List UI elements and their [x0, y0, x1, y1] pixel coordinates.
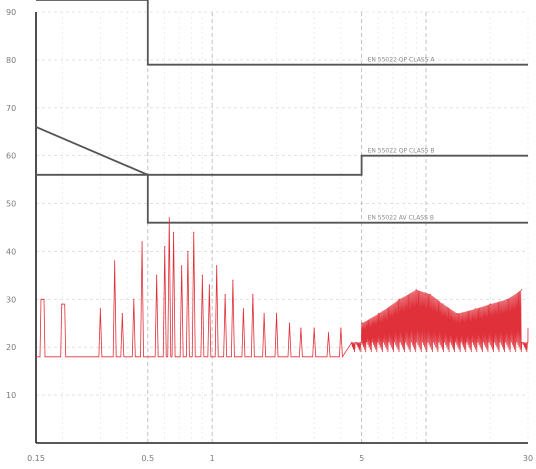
emission-peak	[224, 293, 226, 296]
y-tick-label: 20	[6, 343, 16, 352]
emission-peak	[474, 308, 476, 310]
limit-lines: EN 55022 QP CLASS A EN 55022 QP CLASS B EN…	[35, 0, 528, 224]
emission-peak	[361, 322, 363, 324]
emission-peak	[313, 327, 315, 329]
emission-peak	[442, 303, 444, 305]
emission-peak	[216, 265, 218, 267]
y-tick-label: 40	[6, 247, 16, 256]
emission-peak	[141, 241, 143, 243]
limit-line-label: EN 55022 QP CLASS A	[368, 57, 436, 64]
series	[36, 217, 529, 359]
emission-peak	[193, 231, 195, 233]
emission-peak	[377, 313, 380, 315]
emission-peak	[300, 327, 302, 329]
limit-line	[36, 0, 528, 66]
y-tick-label: 50	[6, 200, 16, 209]
emission-peak	[232, 279, 234, 281]
emission-peak	[156, 274, 158, 276]
emission-peak	[275, 313, 278, 315]
emission-peak	[456, 313, 458, 315]
y-ticks: 90 80 70 60 50 40 30 20 10	[6, 8, 16, 400]
emission-peak	[168, 217, 170, 219]
grid	[36, 11, 529, 443]
limit-line	[35, 126, 528, 176]
limit-line	[36, 173, 528, 224]
y-tick-label: 90	[6, 8, 16, 17]
axes	[35, 12, 528, 444]
x-ticks: 0.15 0.5 1 5 30	[27, 454, 533, 463]
emission-peak	[164, 246, 166, 248]
x-tick-label: 30	[523, 454, 533, 463]
emission-peak	[263, 313, 265, 315]
emission-peak	[242, 308, 245, 310]
emission-peak	[415, 289, 417, 291]
emission-peak	[398, 298, 400, 300]
x-tick-label: 5	[359, 454, 364, 463]
emission-peak	[121, 313, 123, 315]
y-tick-label: 30	[6, 295, 16, 304]
emission-peak	[181, 265, 183, 267]
limit-line-label: EN 55022 QP CLASS B	[368, 148, 435, 155]
limit-line-label: EN 55022 AV CLASS B	[368, 215, 434, 222]
y-tick-label: 10	[6, 391, 16, 400]
emission-peak	[41, 298, 43, 300]
emission-peak	[133, 298, 135, 300]
emission-trace	[36, 217, 529, 359]
y-tick-label: 60	[6, 152, 16, 161]
emission-peak	[201, 274, 203, 276]
emission-peak	[62, 303, 64, 305]
emission-peak	[429, 293, 432, 296]
emission-peak	[327, 332, 330, 334]
emission-peak	[340, 327, 342, 329]
x-tick-label: 1	[210, 454, 215, 463]
x-tick-label: 0.15	[27, 454, 45, 463]
x-tick-label: 0.5	[141, 454, 154, 463]
y-tick-label: 70	[6, 104, 16, 113]
emission-peak	[114, 260, 116, 262]
emission-peak	[506, 298, 508, 300]
emission-peak	[489, 303, 491, 305]
emission-peak	[99, 308, 101, 310]
emission-peak	[288, 322, 291, 324]
emission-peak	[520, 289, 523, 291]
y-tick-label: 80	[6, 56, 16, 65]
emission-peak	[208, 284, 210, 286]
emission-peak	[187, 250, 189, 253]
emission-peak	[172, 231, 175, 233]
emission-peak	[252, 293, 254, 296]
